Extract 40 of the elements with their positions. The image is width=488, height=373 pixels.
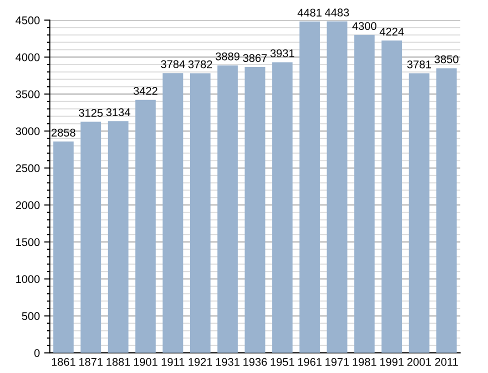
data-label: 4300: [352, 22, 376, 30]
data-label: 2858: [52, 128, 76, 137]
x-tick-label: 1951: [270, 358, 294, 366]
data-label: 3781: [407, 60, 431, 68]
y-tick-label: 2000: [16, 201, 40, 210]
x-tick-label: 1971: [326, 358, 349, 366]
data-label: 4483: [324, 8, 349, 16]
x-tick-label: 1911: [162, 358, 184, 366]
x-tick-label: 1901: [134, 358, 158, 366]
data-label: 3850: [434, 55, 458, 64]
y-tick-label: 4500: [16, 16, 40, 24]
x-tick-label: 1961: [298, 358, 322, 366]
data-label: 3784: [160, 60, 185, 68]
y-tick-label: 3500: [16, 90, 40, 98]
data-label: 3134: [106, 108, 130, 116]
x-tick-label: 1871: [79, 358, 103, 366]
x-tick-label: 1991: [380, 358, 404, 366]
y-tick-label: 1500: [16, 238, 40, 246]
y-tick-label: 1000: [16, 275, 40, 284]
data-label: 3422: [134, 87, 158, 95]
x-tick-label: 2011: [435, 358, 458, 366]
data-label: 3867: [243, 54, 267, 62]
x-tick-label: 1861: [52, 358, 76, 366]
y-tick-label: 0: [34, 349, 40, 357]
data-label: 3782: [188, 60, 212, 68]
data-label: 3125: [78, 108, 103, 117]
data-label: 4481: [298, 8, 322, 17]
x-tick-label: 1981: [352, 358, 376, 366]
y-tick-label: 3000: [16, 127, 40, 136]
y-tick-label: 4000: [16, 53, 40, 62]
x-tick-label: 1936: [243, 358, 267, 366]
x-tick-label: 1931: [216, 358, 240, 366]
data-label: 3931: [270, 49, 294, 58]
x-tick-label: 2001: [407, 358, 431, 366]
data-label: 3889: [216, 52, 240, 60]
y-tick-label: 2500: [16, 164, 40, 172]
data-label: 4224: [380, 28, 404, 36]
x-tick-label: 1881: [106, 358, 130, 366]
x-tick-label: 1921: [188, 358, 212, 366]
y-tick-label: 500: [22, 312, 40, 320]
